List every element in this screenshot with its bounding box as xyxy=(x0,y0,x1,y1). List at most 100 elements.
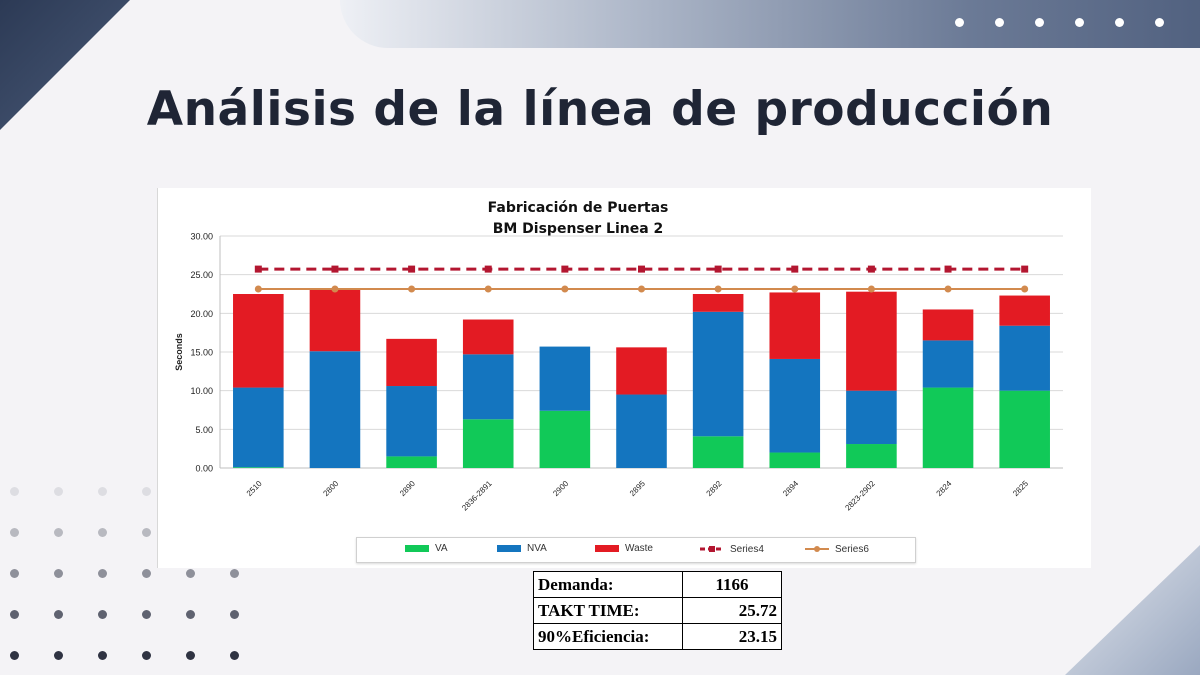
dot xyxy=(10,487,19,496)
series-marker xyxy=(331,285,339,293)
dot xyxy=(142,569,151,578)
series-marker xyxy=(714,285,722,293)
bar-nva xyxy=(462,354,514,420)
dot xyxy=(54,487,63,496)
x-tick-label: 2800 xyxy=(321,479,340,498)
series-marker xyxy=(791,285,799,293)
bar-nva xyxy=(386,386,437,457)
x-tick-label: 2900 xyxy=(551,479,570,498)
dot xyxy=(142,487,151,496)
bar-nva xyxy=(922,340,974,388)
dot xyxy=(230,610,239,619)
dot xyxy=(98,487,107,496)
series-marker xyxy=(638,265,645,273)
table-row: Demanda: 1166 xyxy=(533,571,782,598)
dot xyxy=(230,569,239,578)
bar-waste xyxy=(462,319,514,355)
series-marker xyxy=(331,265,339,273)
top-dot-row xyxy=(955,18,1164,27)
bar-va xyxy=(233,467,284,468)
legend-label: Series4 xyxy=(730,543,764,555)
series-marker xyxy=(867,265,875,273)
dot xyxy=(995,18,1004,27)
series-marker xyxy=(638,285,645,293)
dot xyxy=(142,610,151,619)
series-marker xyxy=(254,285,262,293)
series-marker xyxy=(944,285,952,293)
y-tick-label: 15.00 xyxy=(190,348,213,358)
dot xyxy=(98,610,107,619)
x-tick-label: 2895 xyxy=(628,479,647,498)
bar-waste xyxy=(309,288,361,352)
dot xyxy=(142,528,151,537)
dot xyxy=(98,651,107,660)
chart-title: Fabricación de Puertas xyxy=(487,200,669,216)
bar-va xyxy=(922,387,974,468)
legend-item: Waste xyxy=(595,543,653,554)
series-marker xyxy=(484,265,492,273)
demand-value: 1166 xyxy=(682,571,782,598)
dot xyxy=(1155,18,1164,27)
legend-swatch xyxy=(595,545,619,552)
y-tick-label: 0.00 xyxy=(195,464,213,474)
dot xyxy=(10,528,19,537)
x-tick-label: 2894 xyxy=(781,479,800,498)
dot xyxy=(230,651,239,660)
dot xyxy=(54,569,63,578)
bar-nva xyxy=(846,390,897,445)
x-tick-label: 2823-2902 xyxy=(843,479,877,513)
takt-time-label: TAKT TIME: xyxy=(533,597,683,624)
legend-item: Series6 xyxy=(805,543,869,555)
bar-waste xyxy=(386,338,437,387)
dot xyxy=(142,651,151,660)
bar-va xyxy=(999,390,1050,468)
page-title: Análisis de la línea de producción xyxy=(146,82,1054,137)
table-row: TAKT TIME: 25.72 xyxy=(533,597,782,624)
legend-label: Waste xyxy=(625,543,653,554)
bar-va xyxy=(692,436,744,468)
bar-nva xyxy=(769,358,821,453)
x-tick-label: 2510 xyxy=(245,479,264,498)
takt-time-value: 25.72 xyxy=(682,597,782,624)
y-tick-label: 10.00 xyxy=(190,386,213,396)
dot xyxy=(54,610,63,619)
legend-item: VA xyxy=(405,543,448,554)
dot xyxy=(10,651,19,660)
series-marker xyxy=(561,285,569,293)
efficiency-label: 90%Eficiencia: xyxy=(533,623,683,650)
legend-swatch xyxy=(805,546,829,552)
x-tick-label: 2825 xyxy=(1011,479,1030,498)
y-tick-label: 5.00 xyxy=(195,425,213,435)
dot xyxy=(1035,18,1044,27)
dot xyxy=(186,651,195,660)
dot xyxy=(1075,18,1084,27)
x-tick-label: 2892 xyxy=(705,479,724,498)
x-tick-label: 2890 xyxy=(398,479,417,498)
dot xyxy=(54,528,63,537)
bar-nva xyxy=(233,387,284,468)
chart-subtitle: BM Dispenser Linea 2 xyxy=(492,221,664,237)
bar-nva xyxy=(999,325,1050,391)
series-marker xyxy=(944,265,952,273)
legend-item: NVA xyxy=(497,543,547,554)
y-tick-label: 25.00 xyxy=(190,270,213,280)
legend-label: NVA xyxy=(527,543,547,554)
chart-legend: VA NVA Waste Series4 Series6 xyxy=(356,537,916,563)
x-tick-label: 2836-2891 xyxy=(460,479,494,513)
dot xyxy=(10,610,19,619)
bar-nva xyxy=(616,394,667,468)
dot xyxy=(98,528,107,537)
demand-label: Demanda: xyxy=(533,571,683,598)
y-axis-label: Seconds xyxy=(174,333,184,371)
bar-va xyxy=(846,444,897,468)
dot xyxy=(186,610,195,619)
bar-waste xyxy=(692,294,744,312)
bar-waste xyxy=(616,347,667,395)
x-tick-label: 2824 xyxy=(935,479,954,498)
legend-swatch xyxy=(700,546,724,552)
legend-label: Series6 xyxy=(835,543,869,555)
dot xyxy=(10,569,19,578)
bar-waste xyxy=(769,292,821,359)
dot xyxy=(955,18,964,27)
chart-panel: Fabricación de Puertas BM Dispenser Line… xyxy=(157,188,1091,568)
